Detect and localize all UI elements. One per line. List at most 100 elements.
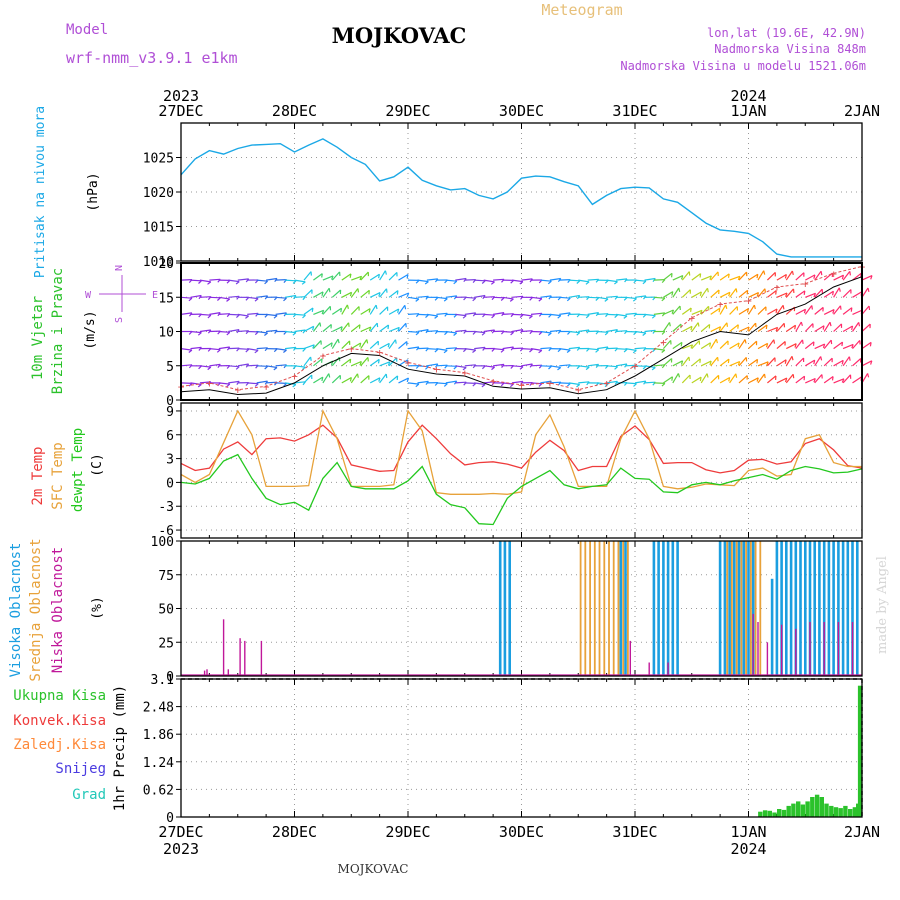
wind-barb-flag <box>848 356 851 361</box>
wind-barb <box>785 288 794 298</box>
wind-barb-flag <box>235 314 240 319</box>
wind-barb <box>644 381 656 384</box>
wind-barb-flag <box>851 325 854 331</box>
wind-barb-flag <box>747 326 750 332</box>
wind-barb-flag <box>604 279 609 284</box>
wind-barb-flag <box>671 309 675 314</box>
wind-barb <box>464 364 476 367</box>
wind-barb-flag <box>614 314 619 319</box>
wind-barb-flag <box>604 298 609 302</box>
wind-barb <box>852 272 862 281</box>
wind-barb <box>833 341 843 350</box>
wind-barb <box>748 322 757 332</box>
wind-barb-flag <box>763 373 766 379</box>
wind-barb <box>814 374 823 384</box>
wind-barb <box>568 346 580 350</box>
wind-barb <box>190 346 202 350</box>
low-cloud-bars <box>203 613 854 677</box>
pressure-unit: (hPa) <box>86 172 101 211</box>
wind-barb <box>663 358 673 367</box>
model-label: Model <box>66 22 108 38</box>
wind-barb <box>634 295 646 298</box>
wind-barb-flag <box>764 288 766 293</box>
wind-barb <box>341 340 351 350</box>
wind-barb <box>379 373 387 384</box>
mid-cloud-bar <box>750 541 752 676</box>
wind-barb-flag <box>668 322 671 327</box>
wind-barb-flag <box>510 331 514 336</box>
wind-barb-flag <box>387 324 390 330</box>
wind-barb <box>369 377 381 384</box>
wind-barb <box>578 365 590 368</box>
wind-barb-flag <box>349 377 352 382</box>
wind-barb-flag <box>678 287 681 293</box>
wind-barb <box>597 313 609 315</box>
wind-barb <box>795 290 806 298</box>
wind-barb-flag <box>235 366 240 370</box>
wind-barb <box>757 373 765 384</box>
wind-barb <box>530 348 542 351</box>
wind-barb <box>662 340 672 349</box>
wind-barb <box>682 325 693 333</box>
high-cloud-bar <box>657 541 660 676</box>
y-tick-label: 25 <box>158 636 174 651</box>
wind-barb <box>672 287 680 298</box>
low-cloud-bar <box>667 662 669 676</box>
wind-barb <box>322 323 332 332</box>
wind-barb <box>681 356 690 367</box>
precip-bar <box>829 805 834 817</box>
panel-frame-temperature <box>180 402 863 539</box>
wind-barb <box>644 277 656 281</box>
high-cloud-bar <box>723 541 727 676</box>
y-tick-label: 10 <box>158 326 174 341</box>
wind-barb <box>521 348 533 350</box>
gust-marker: + <box>774 281 781 294</box>
wind-barb <box>331 289 341 298</box>
wind-barb <box>493 278 505 281</box>
mid-cloud-bar <box>603 541 606 676</box>
wind-barb-flag <box>832 291 834 296</box>
wind-barb <box>738 357 747 367</box>
wind-barb-flag <box>744 339 747 344</box>
panel-clouds: 0 25 50 75 100 <box>151 535 863 685</box>
wind-barb <box>303 344 315 350</box>
wind-barb <box>530 382 542 385</box>
wind-barb <box>700 373 708 384</box>
temp-title-2: dewpt Temp <box>70 428 86 512</box>
temp-2m-line <box>180 424 863 474</box>
wind-barb <box>568 330 580 334</box>
wind-barb <box>738 271 748 281</box>
wind-barb <box>568 294 580 298</box>
wind-barb <box>738 326 750 333</box>
wind-barb <box>398 377 409 384</box>
high-cloud-bar <box>851 541 854 676</box>
elevation-label: Nadmorska Visina 848m <box>714 42 866 56</box>
wind-barb <box>691 340 700 350</box>
wind-barb <box>748 377 759 384</box>
gust-marker: + <box>263 380 270 393</box>
wind-barb-flag <box>434 315 439 319</box>
wind-barb-flag <box>566 382 571 387</box>
high-cloud-bar <box>737 541 741 676</box>
wind-barb <box>700 275 712 281</box>
wind-barb-flag <box>820 271 823 276</box>
wind-barb <box>218 313 230 315</box>
x-year-top: 2023 <box>163 87 199 105</box>
dewpoint-line <box>180 453 863 526</box>
wind-barb <box>616 330 628 333</box>
wind-barb-flag <box>359 342 362 348</box>
wind-barb-flag <box>207 281 212 285</box>
wind-barb-flag <box>216 349 221 353</box>
wind-barb-flag <box>595 297 600 301</box>
wind-barb <box>729 275 741 281</box>
wind-barb <box>521 278 533 281</box>
y-tick-label: 20 <box>158 257 174 272</box>
high-cloud-bar <box>666 541 670 676</box>
wind-barb <box>634 365 647 367</box>
wind-barb <box>474 330 486 334</box>
wind-barb <box>710 271 719 281</box>
wind-barb <box>237 313 249 317</box>
wind-barb <box>464 348 476 351</box>
wind-barb <box>511 365 524 368</box>
wind-barb <box>398 292 409 298</box>
